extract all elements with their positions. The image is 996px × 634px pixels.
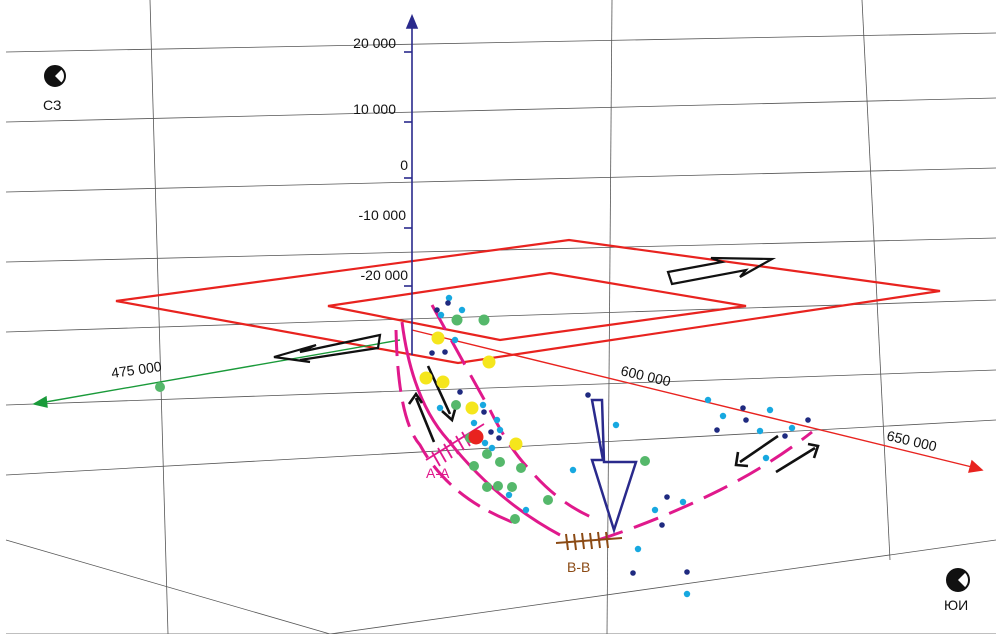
green-axis — [32, 339, 401, 408]
fault-right-dashed — [597, 430, 813, 542]
section-bb-hatch — [555, 531, 623, 551]
data-points — [155, 294, 811, 598]
green-data-point — [482, 482, 492, 492]
fault-lines — [394, 304, 813, 542]
red-axis — [411, 329, 984, 473]
red-data-point — [468, 429, 484, 445]
z-tick-minus10000: -10 000 — [359, 207, 407, 223]
hemisphere-icon — [44, 65, 66, 87]
cyan-data-point — [496, 426, 504, 434]
green-data-point — [493, 481, 503, 491]
navy-data-point — [445, 300, 451, 306]
z-tick-0: 0 — [400, 157, 408, 173]
surface-frames — [115, 238, 941, 365]
navy-data-point — [630, 570, 636, 576]
cyan-data-point — [451, 336, 459, 344]
yellow-data-point — [419, 371, 433, 385]
shift-arrow-right — [666, 256, 777, 286]
navy-data-point — [740, 405, 746, 411]
cyan-data-point — [481, 439, 489, 447]
navy-data-point — [481, 409, 487, 415]
cyan-data-point — [683, 590, 691, 598]
cyan-data-point — [470, 419, 478, 427]
navy-data-point — [805, 417, 811, 423]
cyan-data-point — [788, 424, 796, 432]
cyan-data-point — [437, 311, 445, 319]
green-data-point — [510, 514, 520, 524]
yellow-data-point — [431, 331, 445, 345]
cyan-data-point — [505, 491, 513, 499]
cyan-data-point — [612, 421, 620, 429]
navy-data-point — [488, 429, 494, 435]
y-tick-650000: 650 000 — [885, 427, 938, 454]
navy-data-point — [434, 307, 440, 313]
cyan-data-point — [762, 454, 770, 462]
cyan-data-point — [479, 401, 487, 409]
x-tick-475000: 475 000 — [110, 358, 163, 381]
cyan-data-point — [493, 416, 501, 424]
cyan-data-point — [569, 466, 577, 474]
green-data-point — [507, 482, 517, 492]
z-tick-20000: 20 000 — [353, 35, 396, 51]
green-data-point — [451, 400, 461, 410]
shift-arrow-left — [273, 333, 382, 364]
corner-label-nw: СЗ — [43, 97, 61, 113]
green-data-point — [451, 314, 463, 326]
navy-data-point — [496, 435, 502, 441]
inner-frame — [327, 271, 747, 342]
cyan-data-point — [766, 406, 774, 414]
cyan-data-point — [522, 506, 530, 514]
navy-data-point — [664, 494, 670, 500]
cyan-data-point — [704, 396, 712, 404]
yellow-data-point — [465, 401, 479, 415]
perspective-grid — [5, 0, 996, 634]
fault-solid — [400, 321, 561, 537]
green-data-point — [516, 463, 526, 473]
green-data-point — [482, 449, 492, 459]
cyan-data-point — [458, 306, 466, 314]
compression-arrow — [590, 398, 638, 535]
corner-label-se: ЮИ — [944, 597, 968, 613]
cyan-data-point — [445, 294, 453, 302]
outer-frame — [115, 238, 941, 365]
navy-data-point — [442, 349, 448, 355]
navy-data-point — [585, 392, 591, 398]
navy-data-point — [429, 350, 435, 356]
fault-arrows — [407, 365, 820, 474]
green-data-point — [495, 457, 505, 467]
cyan-data-point — [436, 404, 444, 412]
fault-outer-dashed — [394, 329, 521, 527]
green-data-point — [478, 314, 490, 326]
yellow-data-point — [482, 355, 496, 369]
cyan-data-point — [634, 545, 642, 553]
green-data-point — [640, 456, 650, 466]
navy-data-point — [659, 522, 665, 528]
section-aa-label: А-А — [426, 465, 450, 481]
hemisphere-icon — [946, 568, 970, 592]
navy-data-point — [457, 389, 463, 395]
navy-data-point — [684, 569, 690, 575]
cyan-data-point — [719, 412, 727, 420]
navy-data-point — [782, 433, 788, 439]
green-data-point — [155, 382, 165, 392]
green-data-point — [543, 495, 553, 505]
yellow-data-point — [509, 437, 523, 451]
section-bb-label: В-В — [567, 559, 590, 575]
green-data-point — [469, 461, 479, 471]
navy-data-point — [714, 427, 720, 433]
navy-data-point — [743, 417, 749, 423]
cyan-data-point — [756, 427, 764, 435]
yellow-data-point — [436, 375, 450, 389]
z-tick-minus20000: -20 000 — [361, 267, 409, 283]
z-tick-10000: 10 000 — [353, 101, 396, 117]
fault-inner-dashed — [430, 304, 599, 522]
y-tick-600000: 600 000 — [619, 362, 672, 389]
cyan-data-point — [651, 506, 659, 514]
vertical-axis — [404, 13, 419, 355]
cyan-data-point — [488, 444, 496, 452]
cyan-data-point — [679, 498, 687, 506]
